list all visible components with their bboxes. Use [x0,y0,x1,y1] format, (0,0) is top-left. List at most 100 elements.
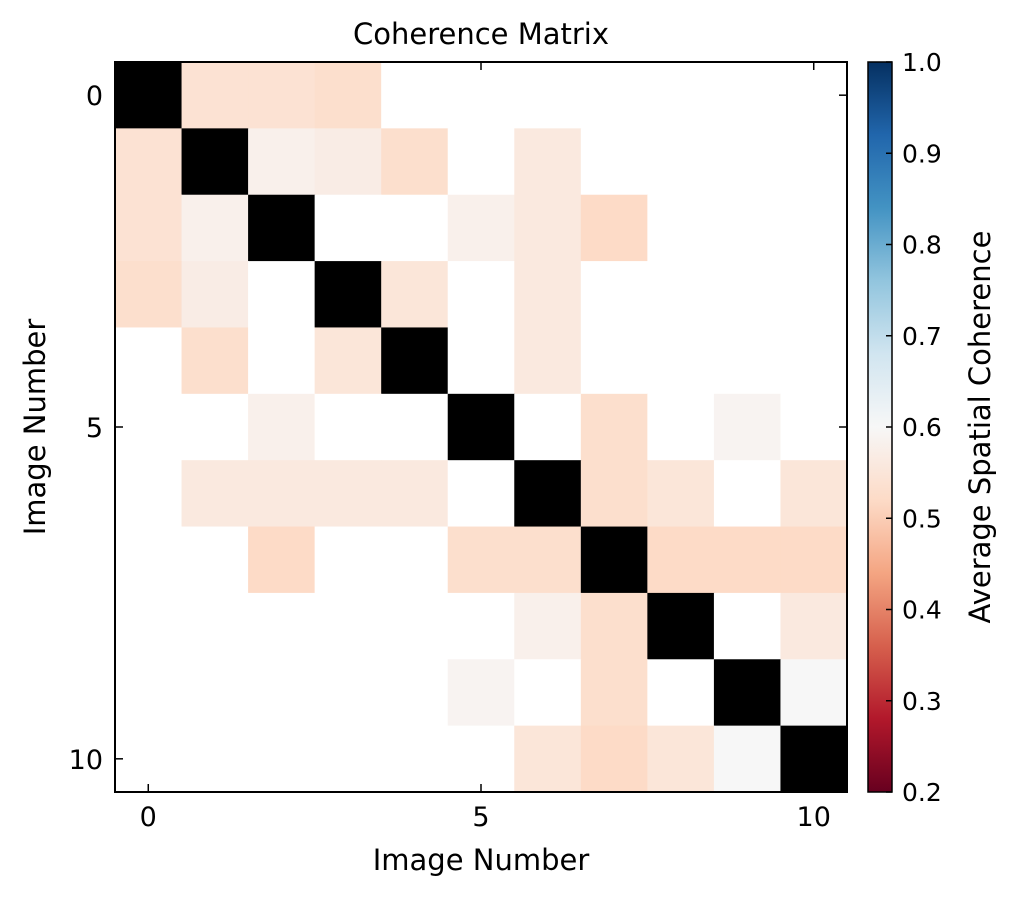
colorbar-tick-label: 0.4 [902,596,942,625]
heatmap-cell-10-2 [248,725,316,793]
heatmap-cell-2-8 [647,194,715,262]
heatmap-cell-4-2 [248,327,316,395]
heatmap-cell-8-4 [381,592,449,660]
heatmap-cell-7-4 [381,526,449,594]
heatmap-cell-1-8 [647,128,715,196]
heatmap-cell-2-2 [248,194,316,262]
heatmap-cell-4-0 [115,327,183,395]
x-tick-label: 0 [140,802,157,833]
heatmap-cell-6-0 [115,460,183,528]
heatmap-cell-4-6 [514,327,582,395]
heatmap-cell-8-0 [115,592,183,660]
heatmap-cell-6-6 [514,460,582,528]
heatmap-cell-6-2 [248,460,316,528]
x-tick-label: 5 [472,802,489,833]
heatmap-cell-0-10 [780,62,848,129]
heatmap-cell-7-7 [580,526,648,594]
heatmap-cell-6-8 [647,460,715,528]
colorbar-tick-label: 0.6 [902,413,942,442]
heatmap-cell-1-9 [713,128,782,196]
heatmap-cell-5-4 [381,393,449,461]
heatmap-cell-3-9 [713,261,782,329]
heatmap-cell-2-4 [381,194,449,262]
heatmap-cell-3-6 [514,261,582,329]
heatmap-cell-3-7 [580,261,648,329]
heatmap-cell-1-6 [514,128,582,196]
y-axis-label: Image Number [18,319,52,536]
colorbar-label: Average Spatial Coherence [963,231,997,624]
heatmap-cell-3-10 [780,261,848,329]
heatmap-cell-3-1 [181,261,249,329]
heatmap-cell-0-9 [713,62,782,129]
colorbar-ticks: 0.2 0.3 0.4 0.5 0.6 0.7 0.8 0.9 1.0 [886,48,942,807]
heatmap-cell-2-6 [514,194,582,262]
colorbar-tick-label: 0.2 [902,778,942,807]
heatmap-cell-8-6 [514,592,582,660]
heatmap-cell-2-7 [580,194,648,262]
heatmap-cell-8-10 [780,592,848,660]
colorbar-tick-label: 0.5 [902,504,942,533]
heatmap-cell-3-2 [248,261,316,329]
heatmap-cell-10-7 [580,725,648,793]
heatmap-cell-4-10 [780,327,848,395]
heatmap-cell-0-8 [647,62,715,129]
heatmap-cell-9-8 [647,659,715,727]
heatmap-cell-9-1 [181,659,249,727]
heatmap-cell-4-7 [580,327,648,395]
heatmap-cell-0-6 [514,62,582,129]
heatmap-cell-2-9 [713,194,782,262]
chart-title: Coherence Matrix [353,17,609,51]
heatmap-cell-8-2 [248,592,316,660]
heatmap-cell-10-0 [115,725,183,793]
heatmap-cell-5-6 [514,393,582,461]
heatmap-cell-6-3 [314,460,382,528]
heatmap-cell-0-3 [314,62,382,129]
heatmap-cell-10-4 [381,725,449,793]
heatmap-cells [115,62,848,793]
heatmap-cell-6-7 [580,460,648,528]
heatmap-cell-4-5 [447,327,515,395]
heatmap-cell-3-4 [381,261,449,329]
x-tick-label: 10 [797,802,831,833]
heatmap-cell-5-3 [314,393,382,461]
heatmap-cell-1-10 [780,128,848,196]
colorbar-tick-label: 0.3 [902,687,942,716]
heatmap-cell-9-9 [713,659,782,727]
heatmap-cell-2-1 [181,194,249,262]
heatmap-cell-7-5 [447,526,515,594]
heatmap-cell-7-0 [115,526,183,594]
heatmap-cell-5-9 [713,393,782,461]
heatmap-cell-0-4 [381,62,449,129]
heatmap-cell-1-7 [580,128,648,196]
heatmap-cell-5-10 [780,393,848,461]
heatmap-cell-4-9 [713,327,782,395]
heatmap-cell-10-10 [780,725,848,793]
heatmap-cell-3-3 [314,261,382,329]
heatmap-cell-0-7 [580,62,648,129]
heatmap-cell-7-9 [713,526,782,594]
heatmap-cell-0-5 [447,62,515,129]
heatmap-cell-2-3 [314,194,382,262]
heatmap-cell-9-4 [381,659,449,727]
heatmap-cell-3-0 [115,261,183,329]
heatmap-cell-9-3 [314,659,382,727]
heatmap-cell-7-1 [181,526,249,594]
heatmap-cell-8-3 [314,592,382,660]
colorbar-tick-label: 0.9 [902,139,942,168]
heatmap-cell-8-5 [447,592,515,660]
heatmap-cell-5-8 [647,393,715,461]
heatmap-cell-9-0 [115,659,183,727]
heatmap-cell-9-6 [514,659,582,727]
heatmap-cell-5-5 [447,393,515,461]
heatmap-cell-0-1 [181,62,249,129]
heatmap-cell-8-7 [580,592,648,660]
heatmap-cell-2-5 [447,194,515,262]
heatmap-cell-10-8 [647,725,715,793]
heatmap-cell-4-4 [381,327,449,395]
heatmap-cell-4-1 [181,327,249,395]
heatmap-cell-7-6 [514,526,582,594]
heatmap-cell-2-0 [115,194,183,262]
heatmap-cell-4-3 [314,327,382,395]
heatmap-cell-6-1 [181,460,249,528]
